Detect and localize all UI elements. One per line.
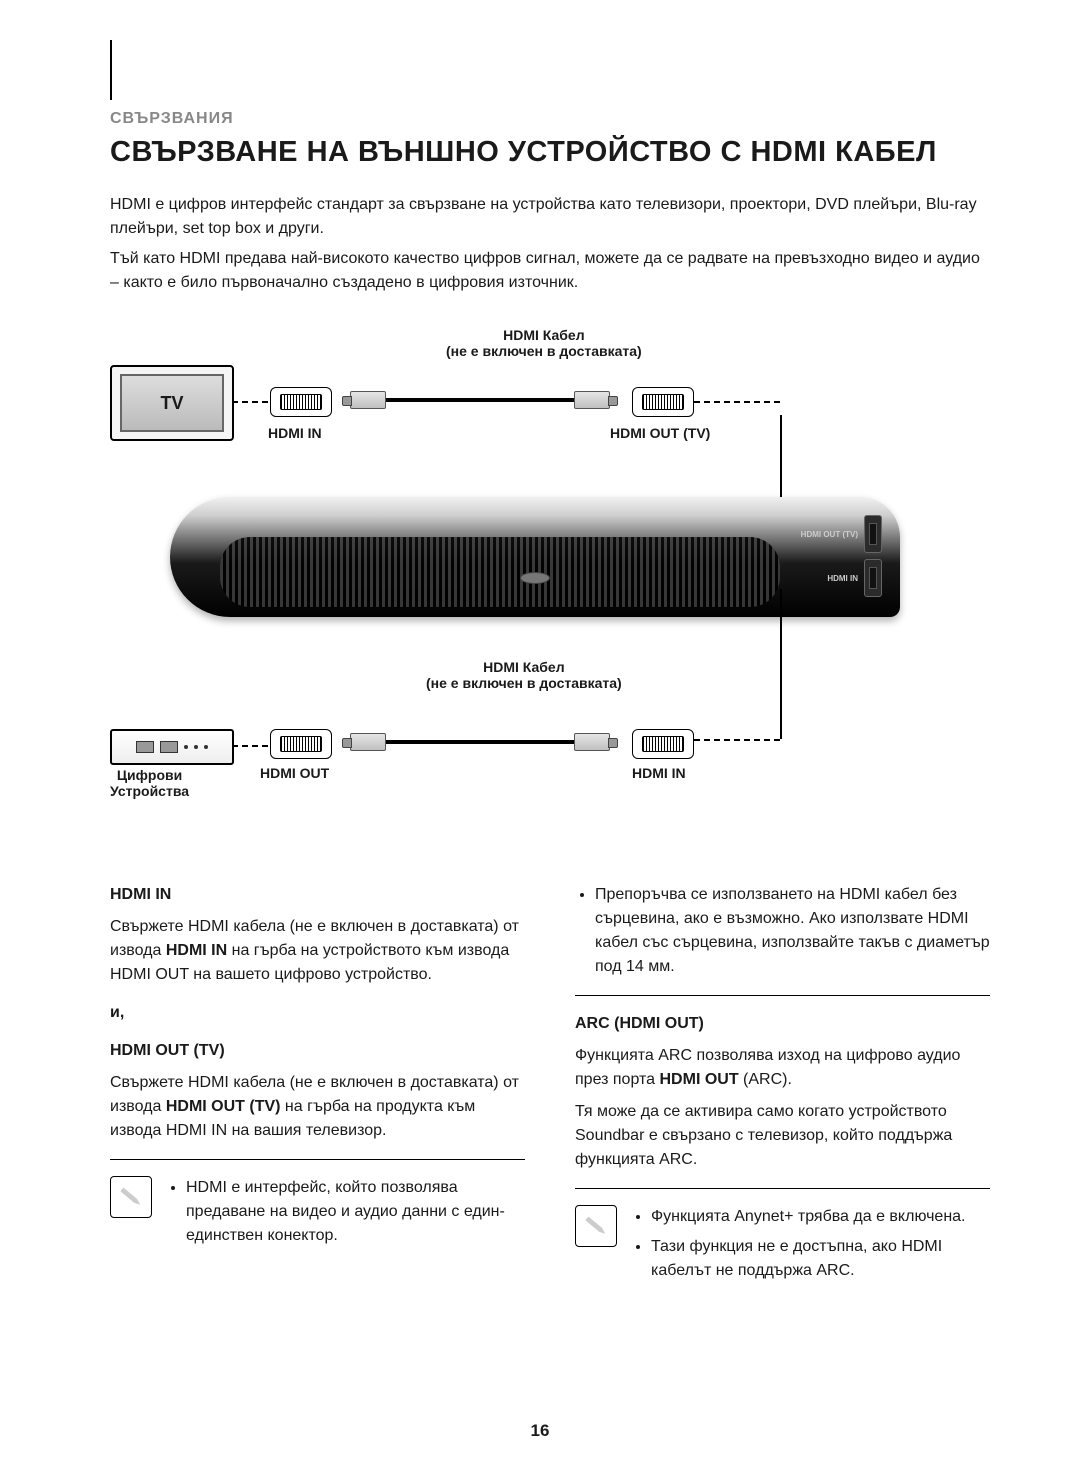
- hdmi-in-heading: HDMI IN: [110, 883, 525, 907]
- note-item: HDMI е интерфейс, който позволява предав…: [186, 1176, 525, 1248]
- connection-diagram: TV HDMI IN HDMI Кабел (не е включен в до…: [110, 329, 970, 839]
- divider: [575, 995, 990, 996]
- hdmi-in-port-icon: [864, 559, 882, 597]
- dash-line: [232, 401, 268, 403]
- arc-heading: ARC (HDMI OUT): [575, 1012, 990, 1036]
- and-label: и,: [110, 1001, 525, 1025]
- hdmi-in-top-label: HDMI IN: [268, 425, 322, 441]
- hdmi-in-paragraph: Свържете HDMI кабела (не е включен в дос…: [110, 915, 525, 987]
- hdmi-port-box: [270, 729, 332, 759]
- note-list: Функцията Anynet+ трябва да е включена. …: [631, 1205, 990, 1289]
- arc-paragraph-1: Функцията ARC позволява изход на цифрово…: [575, 1044, 990, 1092]
- connector-vline: [780, 589, 782, 739]
- cable-top-label-2: (не е включен в доставката): [446, 343, 642, 359]
- hdmi-port-box: [632, 387, 694, 417]
- note-icon: [575, 1205, 617, 1247]
- hdmi-port-box: [632, 729, 694, 759]
- cable-top-label-1: HDMI Кабел: [446, 327, 642, 343]
- hdmi-out-tv-top-label: HDMI OUT (TV): [610, 425, 710, 441]
- hdmi-port-box: [270, 387, 332, 417]
- note-item: Функцията Anynet+ трябва да е включена.: [651, 1205, 990, 1229]
- note-icon: [110, 1176, 152, 1218]
- dash-line: [694, 401, 780, 403]
- hdmi-cable-top: [350, 391, 610, 409]
- note-item: Препоръчва се използването на HDMI кабел…: [595, 883, 990, 979]
- intro-paragraph-2: Тъй като HDMI предава най-високото качес…: [110, 247, 990, 295]
- divider: [110, 1159, 525, 1160]
- section-label: СВЪРЗВАНИЯ: [110, 110, 990, 128]
- digital-devices-label-2: Устройства: [110, 783, 189, 799]
- page-number: 16: [0, 1421, 1080, 1441]
- left-column: HDMI IN Свържете HDMI кабела (не е включ…: [110, 869, 525, 1289]
- tv-device: TV: [110, 365, 234, 441]
- note-list: Препоръчва се използването на HDMI кабел…: [575, 883, 990, 979]
- hdmi-cable-bottom: [350, 733, 610, 751]
- hdmi-out-port-icon: [864, 515, 882, 553]
- tv-label: TV: [120, 374, 224, 432]
- arc-paragraph-2: Тя може да се активира само когато устро…: [575, 1100, 990, 1172]
- sb-port-out-label: HDMI OUT (TV): [801, 530, 858, 539]
- page-title: СВЪРЗВАНЕ НА ВЪНШНО УСТРОЙСТВО С HDMI КА…: [110, 136, 990, 169]
- soundbar-button: [520, 572, 550, 584]
- cable-bottom-label-1: HDMI Кабел: [426, 659, 622, 675]
- dash-line: [694, 739, 780, 741]
- note-item: Тази функция не е достъпна, ако HDMI каб…: [651, 1235, 990, 1283]
- soundbar-device: HDMI OUT (TV) HDMI IN: [170, 497, 900, 617]
- right-column: Препоръчва се използването на HDMI кабел…: [575, 869, 990, 1289]
- digital-devices-label-1: Цифрови: [110, 767, 189, 783]
- note-list: HDMI е интерфейс, който позволява предав…: [166, 1176, 525, 1254]
- side-rule: [110, 40, 112, 100]
- hdmi-out-tv-heading: HDMI OUT (TV): [110, 1039, 525, 1063]
- cable-bottom-label-2: (не е включен в доставката): [426, 675, 622, 691]
- dash-line: [232, 745, 268, 747]
- hdmi-out-tv-paragraph: Свържете HDMI кабела (не е включен в дос…: [110, 1071, 525, 1143]
- hdmi-in-bottom-label: HDMI IN: [632, 765, 686, 781]
- intro-paragraph-1: HDMI е цифров интерфейс стандарт за свър…: [110, 193, 990, 241]
- digital-device: [110, 729, 234, 765]
- sb-port-in-label: HDMI IN: [827, 574, 858, 583]
- hdmi-out-bottom-label: HDMI OUT: [260, 765, 329, 781]
- divider: [575, 1188, 990, 1189]
